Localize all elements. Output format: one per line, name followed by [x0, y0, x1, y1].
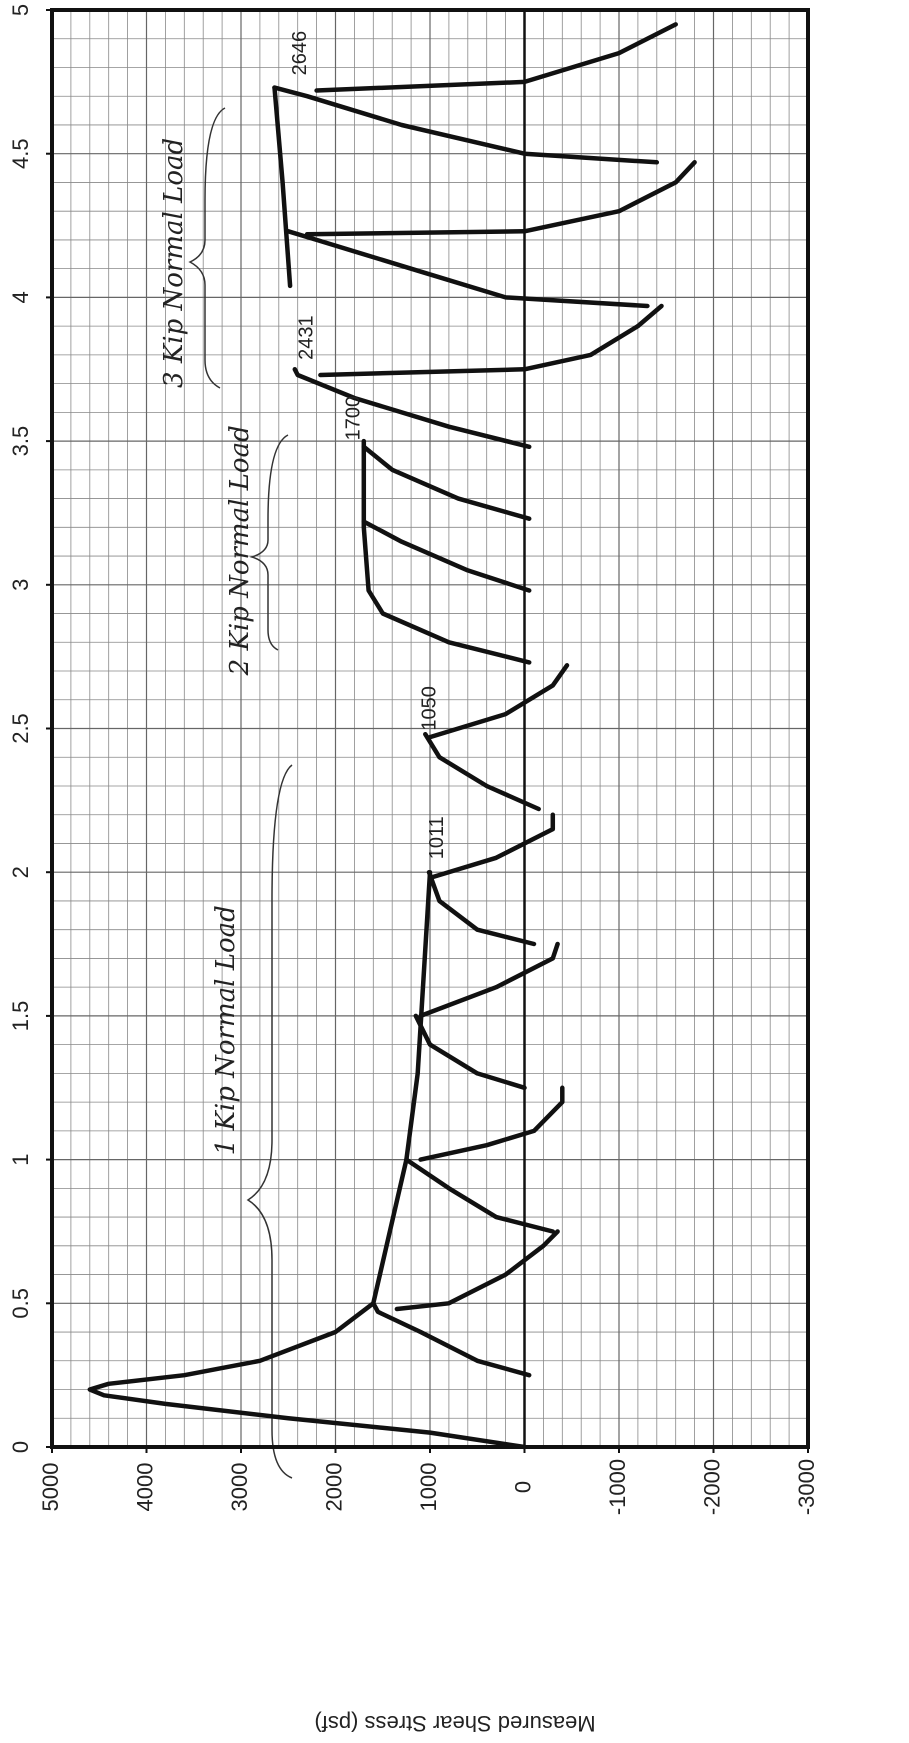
x-tick-label: 1.5	[8, 1001, 33, 1032]
plot-frame	[50, 8, 810, 1449]
annotation: 1050	[418, 686, 440, 731]
curve	[361, 519, 532, 593]
x-tick-label: 3	[8, 579, 33, 591]
curve	[361, 438, 532, 665]
y-tick-label: 2000	[321, 1463, 346, 1512]
curve	[272, 85, 660, 165]
x-tick-label: 4	[8, 291, 33, 303]
brace	[246, 764, 293, 1479]
curve	[423, 731, 541, 812]
annotation: 1 Kip Normal Load	[211, 905, 241, 1155]
x-tick-label: 5	[8, 4, 33, 16]
y-tick-label: 1000	[416, 1463, 441, 1512]
brace	[188, 107, 226, 389]
curve	[304, 160, 697, 237]
y-tick-label: 4000	[132, 1463, 157, 1512]
curve	[314, 22, 678, 93]
curve	[413, 1013, 527, 1091]
x-tick-label: 2	[8, 866, 33, 878]
curve	[427, 663, 570, 740]
curve	[426, 869, 537, 947]
annotation: 2 Kip Normal Load	[225, 425, 255, 676]
curve	[361, 444, 532, 521]
curve	[394, 1229, 560, 1312]
annotation: 3 Kip Normal Load	[159, 138, 189, 388]
curve	[418, 941, 560, 1019]
x-tick-label: 4.5	[8, 138, 33, 169]
curve	[418, 1085, 565, 1162]
annotation: 2646	[289, 31, 311, 76]
axis-title: Measured Shear Stress (psf)	[314, 1711, 595, 1736]
annotation: 2431	[295, 315, 317, 360]
y-tick-label: -1000	[605, 1459, 630, 1515]
y-tick-label: 0	[510, 1481, 535, 1493]
x-tick-label: 2.5	[8, 713, 33, 744]
brace	[249, 434, 289, 651]
x-tick-label: 1	[8, 1153, 33, 1165]
x-tick-label: 0	[8, 1441, 33, 1453]
curve	[286, 229, 650, 309]
curve	[87, 869, 527, 1450]
y-tick-label: 5000	[38, 1463, 63, 1512]
curve	[292, 367, 532, 450]
annotation: 1700	[343, 396, 365, 441]
y-tick-label: 3000	[227, 1463, 252, 1512]
curve	[427, 812, 556, 881]
y-tick-label: -3000	[794, 1459, 819, 1515]
curve	[272, 85, 293, 289]
curve	[371, 1301, 532, 1378]
annotation: 1011	[426, 816, 448, 859]
x-tick-label: 0.5	[8, 1288, 33, 1319]
y-tick-label: -2000	[699, 1459, 724, 1515]
curve	[318, 303, 664, 378]
curve	[404, 1157, 556, 1234]
x-tick-label: 3.5	[8, 426, 33, 457]
